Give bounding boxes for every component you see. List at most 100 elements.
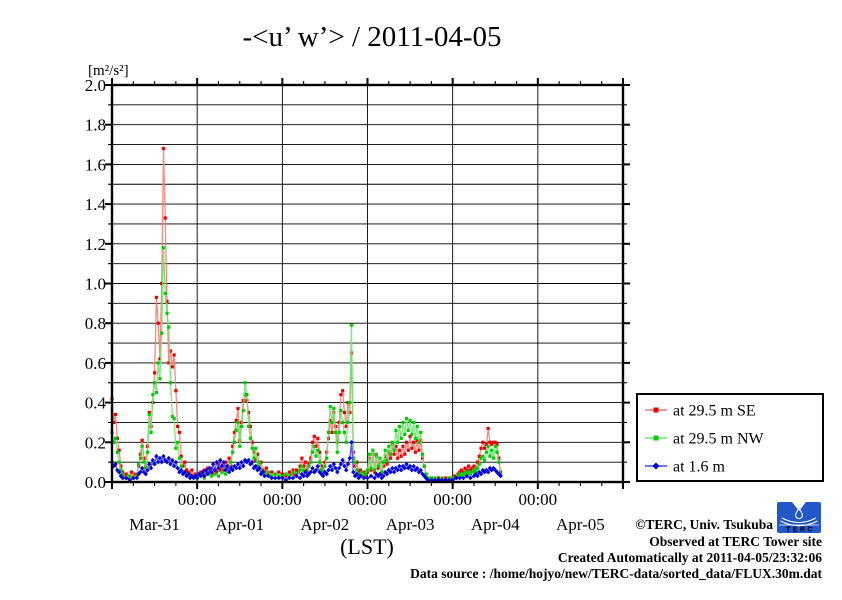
data-point	[241, 408, 245, 413]
data-point	[146, 461, 152, 467]
data-point	[413, 436, 418, 440]
data-point	[323, 464, 327, 468]
data-point	[401, 444, 405, 448]
data-point	[488, 440, 492, 444]
data-point	[401, 420, 405, 425]
data-point	[360, 472, 364, 476]
data-point	[332, 406, 336, 411]
data-point	[468, 468, 473, 472]
x-axis-title: (LST)	[340, 534, 394, 559]
data-point	[317, 450, 322, 454]
data-point	[467, 470, 471, 474]
terc-logo: TERC	[777, 502, 821, 534]
data-point	[184, 468, 189, 472]
data-point	[313, 467, 319, 473]
data-point	[463, 470, 467, 474]
data-point	[327, 463, 333, 469]
data-point	[177, 456, 182, 460]
data-point	[402, 465, 408, 471]
data-point	[158, 357, 162, 361]
data-point	[210, 461, 216, 467]
footer-observed: Observed at TERC Tower site	[649, 534, 822, 549]
data-point	[388, 452, 393, 456]
data-point	[223, 472, 228, 476]
data-point	[406, 448, 410, 452]
data-point	[468, 475, 473, 481]
data-point	[342, 430, 347, 434]
data-point	[408, 434, 412, 438]
data-point	[310, 450, 315, 454]
data-point	[387, 450, 391, 454]
y-tick-label: 1.0	[85, 275, 106, 294]
y-tick-label: 0.4	[85, 394, 107, 413]
data-point	[280, 475, 285, 481]
data-point	[194, 475, 200, 481]
data-point	[113, 436, 118, 440]
data-point	[420, 452, 425, 456]
data-point	[380, 470, 384, 474]
data-point	[154, 295, 158, 299]
legend-marker	[653, 435, 659, 441]
data-point	[276, 475, 282, 481]
data-point	[113, 461, 118, 467]
data-point	[323, 460, 327, 464]
data-point	[298, 464, 302, 468]
data-point	[351, 469, 356, 475]
data-point	[479, 456, 483, 460]
data-point	[264, 466, 268, 470]
data-point	[340, 457, 345, 463]
data-point	[481, 440, 485, 444]
data-point	[183, 460, 187, 464]
data-point	[223, 467, 228, 473]
data-point	[383, 454, 387, 458]
x-tick-label-midnight: 00:00	[178, 490, 217, 509]
data-point	[115, 436, 119, 440]
data-point	[467, 464, 471, 468]
data-point	[310, 440, 315, 444]
data-point	[124, 472, 128, 476]
data-point	[243, 381, 247, 385]
data-point	[417, 440, 421, 444]
data-point	[369, 466, 373, 470]
footer-created: Created Automatically at 2011-04-05/23:3…	[558, 550, 822, 565]
data-point	[329, 467, 335, 473]
data-point	[234, 418, 238, 423]
data-point	[173, 459, 179, 465]
data-point	[284, 474, 288, 478]
data-point	[387, 444, 391, 448]
data-point	[335, 450, 339, 454]
data-point	[333, 465, 338, 471]
data-point	[362, 470, 366, 474]
data-point	[316, 436, 320, 440]
data-point	[358, 473, 363, 479]
data-point	[154, 391, 158, 395]
data-point	[485, 469, 491, 475]
data-point	[131, 475, 136, 481]
data-point	[371, 448, 375, 452]
data-point	[470, 470, 474, 474]
data-point	[354, 471, 360, 477]
data-point	[365, 470, 370, 474]
data-point	[381, 464, 386, 468]
data-point	[302, 464, 306, 468]
data-point	[160, 281, 164, 286]
data-point	[478, 471, 484, 477]
data-point	[474, 468, 478, 472]
data-point	[225, 463, 230, 469]
data-point	[236, 420, 240, 425]
data-point	[330, 420, 334, 425]
data-point	[179, 464, 183, 468]
data-point	[287, 470, 292, 474]
x-tick-label-midnight: 00:00	[518, 490, 557, 509]
data-point	[207, 465, 212, 471]
data-point	[347, 455, 353, 461]
data-point	[307, 464, 311, 468]
data-point	[303, 469, 308, 475]
data-point	[472, 464, 476, 468]
data-point	[464, 473, 470, 479]
data-point	[257, 465, 262, 471]
data-point	[320, 473, 326, 479]
data-point	[365, 468, 370, 472]
data-point	[376, 466, 380, 470]
data-point	[404, 461, 409, 467]
